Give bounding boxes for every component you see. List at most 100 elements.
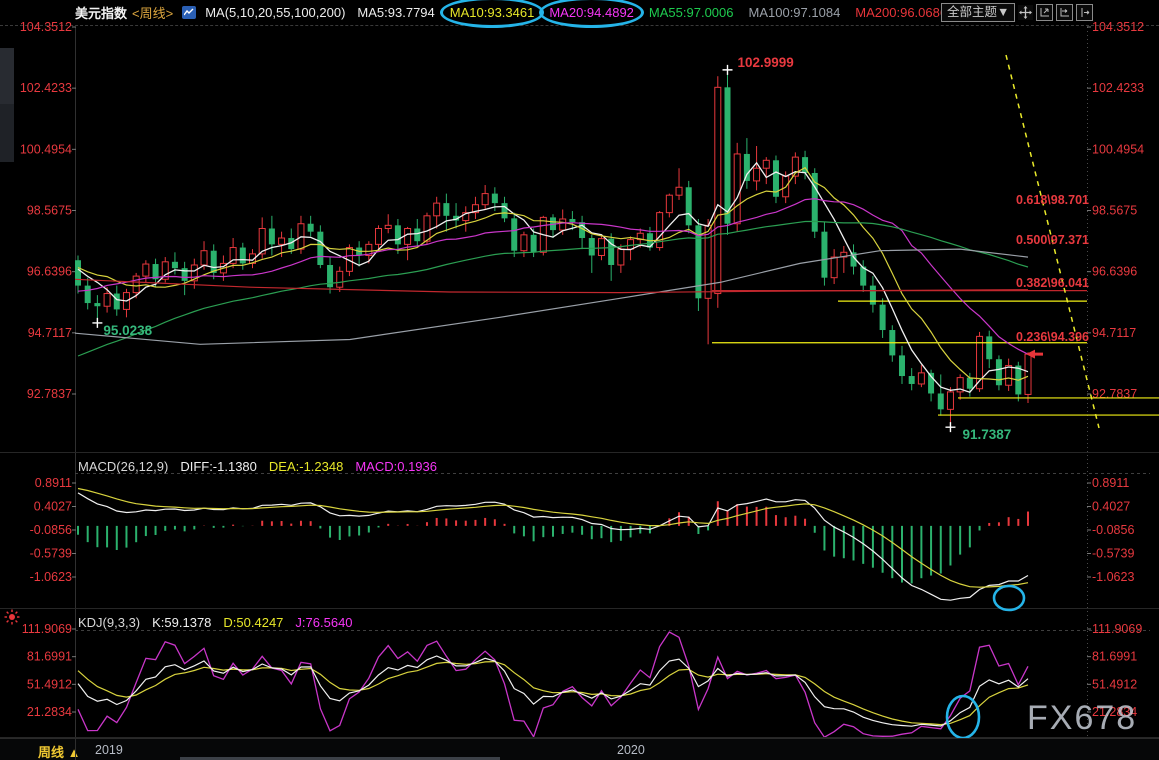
svg-text:91.7387: 91.7387 xyxy=(962,427,1011,442)
fib-label: 0.236\94.396 xyxy=(1016,330,1089,344)
drawn-lines xyxy=(712,54,1159,429)
period-tag[interactable]: <周线> xyxy=(132,6,174,21)
svg-text:0.4027: 0.4027 xyxy=(34,500,72,514)
svg-text:-1.0623: -1.0623 xyxy=(1092,570,1134,584)
svg-text:92.7837: 92.7837 xyxy=(27,387,72,401)
svg-text:0.500\97.371: 0.500\97.371 xyxy=(1016,233,1089,247)
svg-text:102.4233: 102.4233 xyxy=(1092,81,1144,95)
dea-line xyxy=(77,487,1029,588)
svg-text:104.3512: 104.3512 xyxy=(1092,20,1144,34)
pan-icon[interactable] xyxy=(1018,5,1034,20)
line-chart-icon[interactable] xyxy=(182,6,197,19)
svg-text:111.9069: 111.9069 xyxy=(1092,622,1142,636)
svg-text:111.9069: 111.9069 xyxy=(22,622,72,636)
macd-dea: DEA:-1.2348 xyxy=(268,459,344,474)
ma-value-5: MA5:93.7794 xyxy=(357,5,435,20)
svg-text:51.4912: 51.4912 xyxy=(1092,677,1137,691)
ma-settings-label: MA(5,10,20,55,100,200) xyxy=(205,5,346,20)
svg-text:96.6396: 96.6396 xyxy=(1092,265,1137,279)
svg-text:102.4233: 102.4233 xyxy=(20,81,72,95)
toolbar: 美元指数 <周线> MA(5,10,20,55,100,200) MA5:93.… xyxy=(0,0,1159,28)
kdj-d: D:50.4247 xyxy=(223,615,284,630)
period-selector[interactable]: 周线 ▲ xyxy=(38,745,81,760)
d-line xyxy=(77,660,1029,726)
svg-text:81.6991: 81.6991 xyxy=(1092,650,1137,664)
kdj-header: KDJ(9,3,3) K:59.1378 D:50.4247 J:76.5640 xyxy=(78,615,353,630)
svg-text:0.236\94.396: 0.236\94.396 xyxy=(1016,330,1089,344)
ma55-line xyxy=(77,220,1029,357)
ma5-line xyxy=(77,161,1029,393)
toolbar-right-controls: 全部主题▼ xyxy=(941,3,1094,22)
ma200-line xyxy=(75,278,1029,294)
macd-diff: DIFF:-1.1380 xyxy=(180,459,257,474)
macd-histogram xyxy=(77,501,1030,584)
svg-text:-0.0856: -0.0856 xyxy=(1092,523,1134,537)
svg-text:21.2834: 21.2834 xyxy=(1092,705,1137,719)
symbol-title: 美元指数 xyxy=(75,6,128,21)
svg-text:-0.0856: -0.0856 xyxy=(30,523,72,537)
price-axis-left: 104.3512 102.4233 100.4954 98.5675 96.6396 94… xyxy=(20,20,76,719)
j-line xyxy=(77,631,1029,737)
collapse-panel-icon[interactable] xyxy=(1076,4,1094,21)
svg-text:51.4912: 51.4912 xyxy=(27,677,72,691)
svg-text:98.5675: 98.5675 xyxy=(27,203,72,217)
svg-text:102.9999: 102.9999 xyxy=(737,55,793,70)
svg-text:96.6396: 96.6396 xyxy=(27,265,72,279)
axis-scale-right-icon[interactable] xyxy=(1056,4,1074,21)
theme-dropdown[interactable]: 全部主题▼ xyxy=(941,3,1016,22)
price-markers: 102.9999 91.7387 95.0238 xyxy=(92,55,1043,442)
candlestick-series xyxy=(75,69,1032,428)
svg-text:95.0238: 95.0238 xyxy=(103,323,152,338)
svg-text:0.8911: 0.8911 xyxy=(1092,476,1129,490)
ma-value-200: MA200:96.0686 xyxy=(855,5,948,20)
svg-text:0.618\98.701: 0.618\98.701 xyxy=(1016,193,1089,207)
left-toolbar-strip[interactable] xyxy=(0,48,14,104)
bottom-bar-divider xyxy=(75,739,76,760)
price-axis-right: 104.3512 102.4233 100.4954 98.5675 96.6396 94… xyxy=(1087,20,1144,719)
svg-text:94.7117: 94.7117 xyxy=(1092,326,1136,340)
fib-label: 0.382\96.041 xyxy=(1016,276,1089,290)
svg-text:0.8911: 0.8911 xyxy=(35,476,72,490)
last-price-arrow xyxy=(1026,349,1043,359)
ma-value-100: MA100:97.1084 xyxy=(748,5,841,20)
macd-value: MACD:0.1936 xyxy=(355,459,437,474)
alert-sun-icon[interactable] xyxy=(4,609,20,625)
svg-text:-0.5739: -0.5739 xyxy=(30,546,72,560)
macd-name: MACD(26,12,9) xyxy=(78,459,169,474)
svg-text:104.3512: 104.3512 xyxy=(20,20,72,34)
year-label-2019: 2019 xyxy=(95,743,123,757)
kdj-j: J:76.5640 xyxy=(295,615,353,630)
svg-text:92.7837: 92.7837 xyxy=(1092,387,1137,401)
horizontal-scrollbar-thumb[interactable] xyxy=(180,757,500,760)
ma-value-55: MA55:97.0006 xyxy=(648,5,734,20)
svg-text:0.382\96.041: 0.382\96.041 xyxy=(1016,276,1089,290)
highlight-circle xyxy=(992,584,1026,612)
year-label-2020: 2020 xyxy=(617,743,645,757)
svg-text:-0.5739: -0.5739 xyxy=(1092,546,1134,560)
fx678-watermark: FX678 xyxy=(1027,699,1138,737)
ma20-line xyxy=(77,198,1029,355)
trendline[interactable] xyxy=(1005,54,1100,429)
ma100-line xyxy=(75,248,1029,345)
kdj-name: KDJ(9,3,3) xyxy=(78,615,141,630)
svg-text:100.4954: 100.4954 xyxy=(1092,142,1144,156)
chart-frame xyxy=(0,27,1159,738)
left-toolbar-strip-lower[interactable] xyxy=(0,104,14,162)
svg-text:98.5675: 98.5675 xyxy=(1092,203,1137,217)
k-line xyxy=(77,655,1029,727)
svg-text:21.2834: 21.2834 xyxy=(27,705,72,719)
ma10-line xyxy=(77,166,1029,381)
fib-label: 0.500\97.371 xyxy=(1016,233,1089,247)
kdj-k: K:59.1378 xyxy=(152,615,212,630)
axis-scale-icon[interactable] xyxy=(1036,4,1054,21)
svg-text:100.4954: 100.4954 xyxy=(20,142,72,156)
highlight-circle xyxy=(945,694,981,740)
macd-header: MACD(26,12,9) DIFF:-1.1380 DEA:-1.2348 M… xyxy=(78,459,437,474)
svg-text:94.7117: 94.7117 xyxy=(28,326,72,340)
svg-text:-1.0623: -1.0623 xyxy=(30,570,72,584)
fib-label: 0.618\98.701 xyxy=(1016,193,1089,207)
svg-text:0.4027: 0.4027 xyxy=(1092,500,1130,514)
svg-text:81.6991: 81.6991 xyxy=(27,650,72,664)
